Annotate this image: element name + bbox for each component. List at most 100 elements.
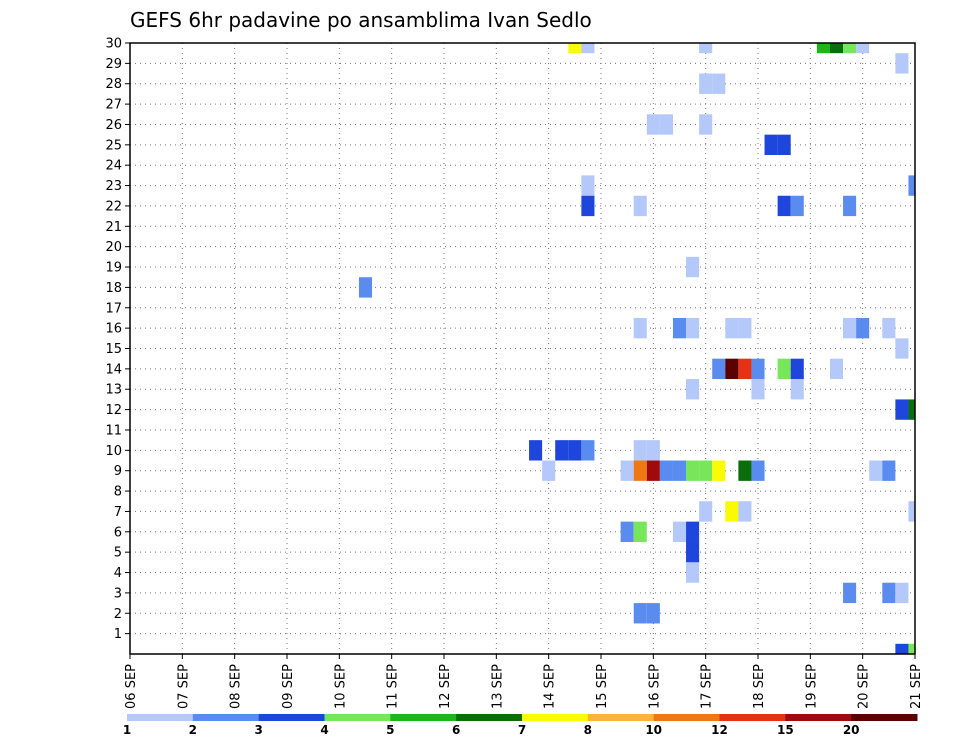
legend-label: 20 bbox=[843, 723, 860, 737]
data-cell bbox=[908, 399, 915, 420]
data-cell bbox=[843, 195, 857, 217]
legend-swatch bbox=[324, 714, 391, 721]
legend-swatch bbox=[653, 714, 720, 721]
y-tick-label: 7 bbox=[114, 505, 122, 520]
data-cell bbox=[568, 440, 582, 461]
plot-frame bbox=[129, 42, 916, 655]
data-cell bbox=[895, 53, 909, 74]
x-tick-label: 14 SEP bbox=[543, 664, 558, 709]
data-cell bbox=[646, 460, 660, 481]
data-cell bbox=[843, 582, 857, 604]
data-cell bbox=[581, 175, 595, 196]
y-tick-label: 1 bbox=[114, 627, 122, 642]
data-cell bbox=[581, 43, 595, 54]
legend-label: 7 bbox=[518, 723, 526, 737]
data-cell bbox=[790, 358, 804, 380]
x-tick-label: 20 SEP bbox=[857, 664, 872, 709]
y-tick-label: 12 bbox=[105, 403, 122, 418]
legend-swatch bbox=[587, 714, 655, 721]
legend-swatch bbox=[719, 714, 786, 721]
data-cell bbox=[646, 603, 660, 624]
y-tick-label: 19 bbox=[105, 261, 122, 276]
legend-swatch bbox=[258, 714, 325, 721]
legend-swatch bbox=[522, 714, 589, 721]
x-tick-label: 08 SEP bbox=[229, 664, 244, 709]
x-tick-label: 17 SEP bbox=[700, 664, 715, 709]
y-tick-label: 24 bbox=[105, 159, 122, 174]
data-cell bbox=[686, 521, 700, 542]
legend-swatch bbox=[127, 714, 194, 721]
y-tick-label: 2 bbox=[114, 607, 122, 622]
y-axis: 1234567891011121314151617181920212223242… bbox=[105, 37, 130, 642]
data-cell bbox=[816, 43, 830, 54]
legend-label: 2 bbox=[189, 723, 197, 737]
data-cell bbox=[882, 460, 896, 481]
x-tick-label: 09 SEP bbox=[281, 664, 296, 709]
data-cell bbox=[908, 501, 915, 522]
data-cell bbox=[542, 460, 556, 481]
y-tick-label: 27 bbox=[105, 98, 122, 113]
y-tick-label: 10 bbox=[105, 444, 122, 459]
data-cell bbox=[686, 256, 700, 278]
data-cell bbox=[751, 379, 765, 400]
data-cell bbox=[738, 317, 752, 339]
data-cell bbox=[856, 317, 870, 339]
color-legend: 1 2 3 4 5 6 7 8 10 12 15 20 bbox=[123, 714, 918, 737]
y-tick-label: 25 bbox=[105, 138, 122, 153]
legend-swatch bbox=[851, 714, 918, 721]
y-tick-label: 4 bbox=[114, 566, 122, 581]
data-cell bbox=[895, 338, 909, 359]
data-cells bbox=[358, 43, 915, 654]
y-tick-label: 30 bbox=[105, 37, 122, 52]
data-cell bbox=[908, 175, 915, 196]
y-tick-label: 8 bbox=[114, 485, 122, 500]
chart-title: GEFS 6hr padavine po ansamblima Ivan Sed… bbox=[130, 8, 592, 32]
data-cell bbox=[790, 195, 804, 217]
data-cell bbox=[829, 43, 844, 54]
data-cell bbox=[712, 460, 726, 481]
x-tick-label: 13 SEP bbox=[490, 664, 505, 709]
legend-label: 6 bbox=[452, 723, 460, 737]
data-cell bbox=[712, 73, 726, 94]
data-cell bbox=[882, 582, 896, 604]
legend-label: 8 bbox=[584, 723, 592, 737]
data-cell bbox=[633, 195, 647, 217]
data-cell bbox=[633, 521, 647, 542]
data-cell bbox=[725, 501, 739, 522]
data-cell bbox=[659, 460, 673, 481]
data-cell bbox=[790, 379, 804, 400]
y-tick-label: 5 bbox=[114, 546, 122, 561]
data-cell bbox=[856, 43, 870, 54]
x-tick-label: 10 SEP bbox=[333, 664, 348, 709]
x-tick-label: 21 SEP bbox=[909, 664, 924, 709]
legend-label: 1 bbox=[123, 723, 131, 737]
legend-swatch bbox=[456, 714, 523, 721]
y-tick-label: 14 bbox=[105, 362, 122, 377]
x-tick-label: 19 SEP bbox=[804, 664, 819, 709]
data-cell bbox=[895, 399, 909, 420]
data-cell bbox=[699, 460, 713, 481]
data-cell bbox=[699, 43, 713, 54]
data-cell bbox=[843, 43, 857, 54]
data-cell bbox=[869, 460, 883, 481]
data-cell bbox=[686, 379, 700, 400]
x-tick-label: 15 SEP bbox=[595, 664, 610, 709]
data-cell bbox=[620, 460, 634, 481]
y-tick-label: 18 bbox=[105, 281, 122, 296]
y-tick-label: 29 bbox=[105, 57, 122, 72]
y-tick-label: 6 bbox=[114, 525, 122, 540]
data-cell bbox=[659, 114, 673, 135]
data-cell bbox=[712, 358, 726, 380]
data-cell bbox=[686, 541, 700, 563]
data-cell bbox=[699, 73, 713, 94]
y-tick-label: 11 bbox=[105, 423, 122, 438]
y-tick-label: 23 bbox=[105, 179, 122, 194]
data-cell bbox=[633, 603, 647, 624]
data-cell bbox=[672, 521, 687, 542]
data-cell bbox=[699, 114, 713, 135]
data-cell bbox=[725, 358, 739, 380]
legend-swatch bbox=[785, 714, 852, 721]
data-cell bbox=[777, 358, 791, 380]
data-cell bbox=[699, 501, 713, 522]
data-cell bbox=[555, 440, 569, 461]
